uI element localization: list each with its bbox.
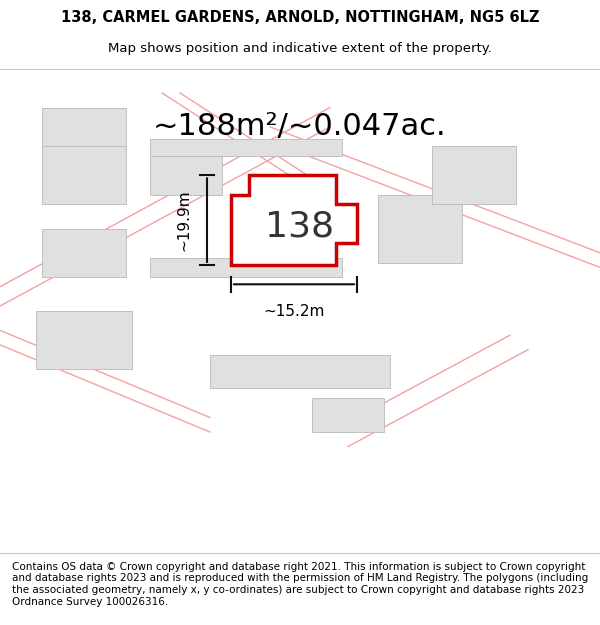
Text: ~19.9m: ~19.9m	[176, 189, 192, 251]
FancyBboxPatch shape	[150, 258, 342, 277]
Text: Contains OS data © Crown copyright and database right 2021. This information is : Contains OS data © Crown copyright and d…	[12, 562, 588, 606]
FancyBboxPatch shape	[210, 354, 390, 388]
FancyBboxPatch shape	[42, 229, 126, 277]
Text: ~15.2m: ~15.2m	[263, 304, 325, 319]
Text: 138: 138	[265, 209, 335, 243]
Text: ~188m²/~0.047ac.: ~188m²/~0.047ac.	[153, 112, 447, 141]
FancyBboxPatch shape	[150, 146, 222, 195]
Text: Map shows position and indicative extent of the property.: Map shows position and indicative extent…	[108, 42, 492, 54]
FancyBboxPatch shape	[150, 139, 342, 156]
FancyBboxPatch shape	[42, 146, 126, 204]
Text: 138, CARMEL GARDENS, ARNOLD, NOTTINGHAM, NG5 6LZ: 138, CARMEL GARDENS, ARNOLD, NOTTINGHAM,…	[61, 9, 539, 24]
Polygon shape	[231, 175, 357, 265]
FancyBboxPatch shape	[378, 195, 462, 262]
FancyBboxPatch shape	[312, 398, 384, 432]
FancyBboxPatch shape	[42, 107, 126, 146]
FancyBboxPatch shape	[432, 146, 516, 204]
FancyBboxPatch shape	[36, 311, 132, 369]
